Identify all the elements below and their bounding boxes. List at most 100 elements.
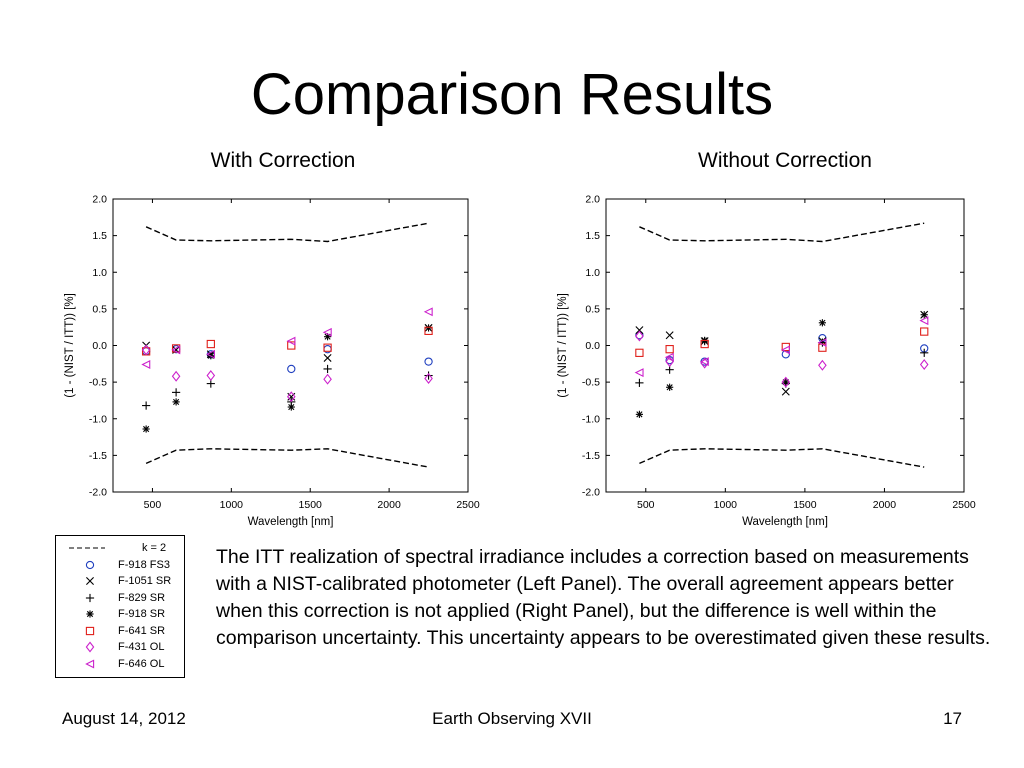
k2-lower-line xyxy=(145,448,429,468)
point-f-431-ol xyxy=(781,376,791,388)
point-f-431-ol xyxy=(818,359,827,371)
k2-upper-line xyxy=(639,222,925,243)
y-tick-label: -0.5 xyxy=(89,377,107,389)
point-f-918-sr xyxy=(920,311,928,319)
y-tick-label: 1.0 xyxy=(92,267,107,279)
legend-triangle-left-marker xyxy=(85,659,95,668)
legend-label: F-1051 SR xyxy=(118,575,172,587)
legend-marker xyxy=(69,547,105,549)
point-f-829-sr xyxy=(920,348,929,357)
y-tick-label: 1.5 xyxy=(92,230,107,242)
point-f-431-ol xyxy=(286,391,296,403)
legend-label: F-918 FS3 xyxy=(118,558,170,571)
x-tick-label: 2000 xyxy=(873,499,897,511)
point-f-641-sr xyxy=(665,345,674,354)
right-plot: 2.0 1.5 1.0 0.5 0.0 -0.5 -1.0 -1.5 -2.0 500 1000 15… xyxy=(557,194,976,529)
point-f-829-sr xyxy=(172,388,181,397)
point-f-918-fs3 xyxy=(424,357,433,366)
legend-label: F-829 SR xyxy=(118,591,166,604)
right-plot-frame xyxy=(605,198,965,493)
point-f-641-sr xyxy=(323,343,332,352)
right-y-axis-label: (1 - (NIST / ITT)) [%] xyxy=(557,293,569,398)
left-x-axis-label: Wavelength [nm] xyxy=(248,516,334,528)
x-tick-label: 1000 xyxy=(714,499,738,511)
x-tick-label: 500 xyxy=(144,499,162,511)
point-f-646-ol xyxy=(171,345,181,355)
y-tick-label: -1.0 xyxy=(582,413,600,425)
point-f-918-fs3 xyxy=(287,364,296,374)
legend-label: F-431 OL xyxy=(118,641,165,653)
point-f-918-sr xyxy=(666,383,674,391)
legend-x-marker xyxy=(86,577,94,585)
k2-upper-line xyxy=(145,222,429,243)
point-f-646-ol xyxy=(286,336,296,346)
legend-marker xyxy=(85,641,95,653)
y-tick-label: 0.0 xyxy=(585,340,600,352)
point-f-829-sr xyxy=(424,371,433,380)
legend-label: F-918 SR xyxy=(118,608,166,620)
y-tick-label: 0.5 xyxy=(92,303,107,315)
point-f-1051-sr xyxy=(323,353,332,362)
point-f-641-sr xyxy=(920,327,929,336)
y-tick-label: 2.0 xyxy=(585,194,600,206)
point-f-646-ol xyxy=(919,316,929,326)
point-f-431-ol xyxy=(424,372,433,384)
right-panel-title: Without Correction xyxy=(698,149,872,172)
x-tick-label: 1500 xyxy=(793,499,817,511)
point-f-431-ol xyxy=(171,370,181,382)
legend-label: F-646 OL xyxy=(118,657,165,670)
legend-marker xyxy=(85,593,95,602)
y-tick-label: 1.5 xyxy=(585,230,600,242)
k2-lower-line xyxy=(639,448,925,468)
point-f-431-ol xyxy=(323,373,332,385)
point-f-918-sr xyxy=(424,324,433,332)
x-tick-label: 500 xyxy=(637,499,655,511)
y-tick-label: -1.5 xyxy=(582,450,600,462)
slide-title: Comparison Results xyxy=(250,62,774,127)
body-text: The ITT realization of spectral irradian… xyxy=(216,546,991,649)
legend-item: k = 2 xyxy=(56,540,186,556)
legend: k = 2 F-918 FS3 F-1051 SR F-829 SR F-918 SR F… xyxy=(55,535,185,678)
point-f-431-ol xyxy=(206,370,216,382)
x-tick-label: 2000 xyxy=(377,499,401,511)
point-f-918-sr xyxy=(287,403,295,411)
x-tick-label: 2500 xyxy=(456,499,480,511)
y-tick-label: 0.0 xyxy=(92,340,107,352)
legend-item: F-431 OL xyxy=(56,639,186,655)
legend-marker xyxy=(86,610,94,618)
point-f-646-ol xyxy=(817,338,827,348)
point-f-431-ol xyxy=(635,330,644,342)
legend-item: F-829 SR xyxy=(56,590,186,606)
legend-circle-marker xyxy=(85,560,95,569)
legend-item: F-918 SR xyxy=(56,606,186,622)
legend-label: k = 2 xyxy=(142,542,167,554)
y-tick-label: -0.5 xyxy=(582,377,600,389)
point-f-829-sr xyxy=(323,364,332,374)
left-plot-frame xyxy=(112,198,469,493)
point-f-1051-sr xyxy=(635,326,644,335)
point-f-646-ol xyxy=(780,345,790,355)
legend-diamond-marker xyxy=(85,641,95,653)
legend-item: F-1051 SR xyxy=(56,573,186,589)
point-f-641-sr xyxy=(635,348,644,357)
point-f-431-ol xyxy=(919,359,929,371)
left-panel-title: With Correction xyxy=(210,149,356,172)
point-f-646-ol xyxy=(634,368,644,378)
left-plot: 2.0 1.5 1.0 0.5 0.0 -0.5 -1.0 -1.5 -2.0 500 1000 15… xyxy=(64,194,480,529)
legend-plus-marker xyxy=(85,593,95,602)
legend-item: F-641 SR xyxy=(56,623,186,639)
x-tick-label: 1000 xyxy=(220,499,244,511)
y-tick-label: -1.0 xyxy=(89,413,107,425)
point-f-646-ol xyxy=(699,357,709,367)
legend-square-marker xyxy=(85,626,95,635)
point-f-646-ol xyxy=(423,307,433,317)
footer-page-number: 17 xyxy=(943,709,962,728)
point-f-918-sr xyxy=(635,410,644,418)
x-tick-label: 1500 xyxy=(299,499,323,511)
footer-date: August 14, 2012 xyxy=(62,709,186,728)
point-f-1051-sr xyxy=(665,331,674,340)
point-f-641-sr xyxy=(424,326,433,335)
y-tick-label: -2.0 xyxy=(582,487,600,499)
point-f-431-ol xyxy=(141,344,151,356)
y-tick-label: -2.0 xyxy=(89,487,107,499)
